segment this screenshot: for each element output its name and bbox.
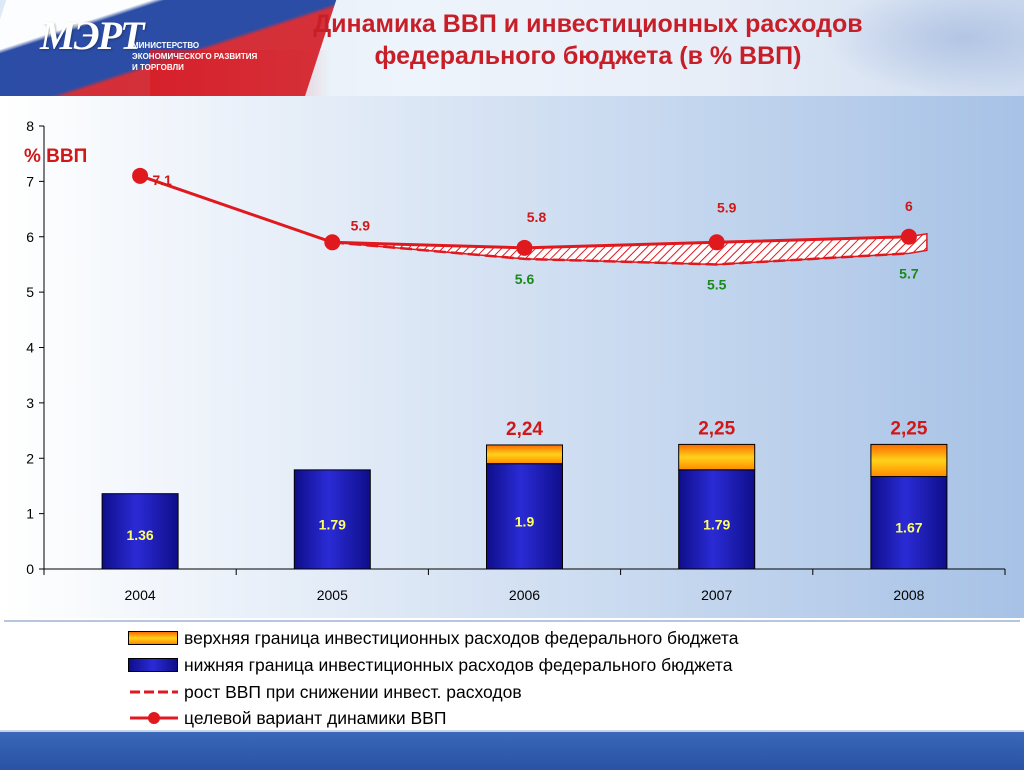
bar-lower-bound	[293, 469, 371, 570]
chart: 0 1 2 3 4 5 6 7 8 2004 2005 2006 2007 2008 % ВВП 1.36 1…	[24, 118, 1006, 603]
x-tick-label: 2007	[701, 587, 732, 603]
title-line-1: Динамика ВВП и инвестиционных расходов	[313, 10, 863, 38]
y-tick-label: 1	[26, 506, 34, 522]
ministry-line: ЭКОНОМИЧЕСКОГО РАЗВИТИЯ	[132, 52, 258, 61]
legend-swatch-reduced	[130, 690, 178, 694]
ministry-name: МИНИСТЕРСТВО ЭКОНОМИЧЕСКОГО РАЗВИТИЯ И Т…	[132, 40, 272, 73]
chart-area: 0 1 2 3 4 5 6 7 8 2004 2005 2006 2007 2008 % ВВП 1.36 1…	[0, 96, 1024, 618]
gdp-target-label: 7.1	[152, 172, 172, 188]
legend: верхняя граница инвестиционных расходов …	[4, 620, 1020, 732]
legend-label: нижняя граница инвестиционных расходов ф…	[184, 654, 733, 675]
y-tick-label: 4	[26, 340, 34, 356]
x-tick-label: 2008	[893, 587, 924, 603]
legend-item-target: целевой вариант динамики ВВП	[128, 706, 446, 730]
legend-label: верхняя граница инвестиционных расходов …	[184, 627, 739, 648]
x-tick-label: 2005	[317, 587, 348, 603]
ministry-line: И ТОРГОВЛИ	[132, 63, 184, 72]
ministry-line: МИНИСТЕРСТВО	[132, 41, 200, 50]
gdp-target-point	[132, 167, 149, 184]
legend-item-reduced: рост ВВП при снижении инвест. расходов	[128, 680, 522, 704]
slide-title: Динамика ВВП и инвестиционных расходов ф…	[248, 8, 928, 72]
ministry-logo: МЭРТ	[40, 13, 144, 58]
bar-value-label: 1.36	[126, 527, 153, 543]
y-tick-label: 7	[26, 173, 34, 189]
flag-decoration-red	[150, 50, 330, 96]
y-tick-label: 0	[26, 561, 34, 577]
bar-lower-bound	[101, 493, 179, 570]
gdp-target-line	[139, 174, 909, 250]
bar-upper-bound	[678, 443, 756, 471]
y-tick-label: 8	[26, 118, 34, 134]
bar-upper-bound	[486, 444, 563, 465]
gdp-target-label: 6	[905, 198, 913, 214]
upper-bound-label: 2,24	[506, 419, 543, 440]
gdp-reduced-label: 5.7	[899, 265, 919, 281]
x-tick-label: 2004	[125, 587, 156, 603]
gdp-target-point	[516, 239, 533, 256]
slide-footer	[0, 730, 1024, 770]
bar-lower-bound	[486, 463, 563, 570]
x-tick-label: 2006	[509, 587, 540, 603]
gdp-target-point	[900, 228, 917, 245]
slide-header: МЭРТ МИНИСТЕРСТВО ЭКОНОМИЧЕСКОГО РАЗВИТИ…	[0, 0, 1024, 96]
legend-swatch-upper	[128, 631, 178, 645]
map-decoration	[824, 0, 1024, 96]
legend-item-upper: верхняя граница инвестиционных расходов …	[128, 626, 738, 650]
bar-value-label: 1.79	[703, 516, 730, 532]
bar-value-label: 1.9	[515, 514, 535, 530]
gdp-reduced-label: 5.5	[707, 276, 727, 292]
legend-item-lower: нижняя граница инвестиционных расходов ф…	[128, 653, 732, 677]
legend-label: целевой вариант динамики ВВП	[184, 707, 447, 728]
y-tick-label: 3	[26, 395, 34, 411]
title-line-2: федерального бюджета (в % ВВП)	[374, 42, 802, 70]
upper-bound-label: 2,25	[698, 418, 735, 439]
bar-lower-bound	[678, 469, 756, 570]
legend-swatch-target	[130, 712, 178, 724]
unit-label: % ВВП	[24, 146, 87, 167]
gdp-reduced-label: 5.6	[515, 271, 535, 287]
gdp-target-label: 5.9	[717, 199, 737, 215]
bar-value-label: 1.79	[319, 516, 346, 532]
gdp-target-label: 5.8	[527, 209, 547, 225]
gdp-target-label: 5.9	[351, 217, 371, 233]
gdp-reduced-line	[332, 241, 909, 266]
upper-bound-label: 2,25	[890, 418, 927, 439]
y-tick-label: 5	[26, 284, 34, 300]
bar-lower-bound	[870, 476, 948, 570]
bar-upper-bound	[870, 443, 948, 478]
gdp-target-point	[324, 234, 341, 251]
legend-swatch-lower	[128, 658, 178, 672]
y-tick-label: 2	[26, 450, 34, 466]
y-tick-label: 6	[26, 229, 34, 245]
gdp-target-point	[708, 234, 725, 251]
bar-value-label: 1.67	[895, 519, 922, 535]
legend-label: рост ВВП при снижении инвест. расходов	[184, 681, 522, 702]
